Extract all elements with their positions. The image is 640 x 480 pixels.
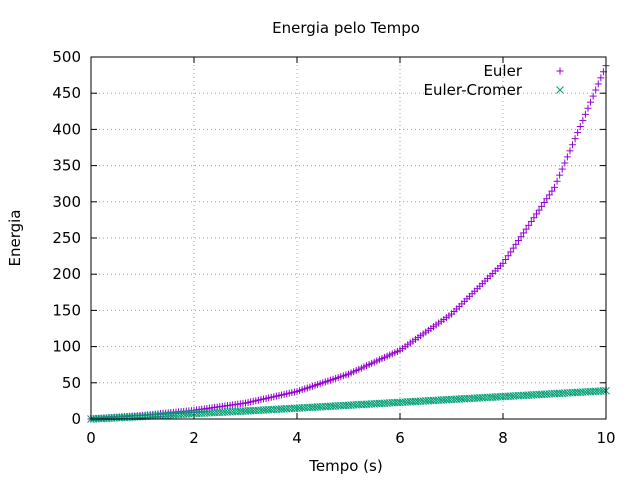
y-tick-label: 350	[52, 157, 81, 175]
data-point-euler	[514, 237, 522, 245]
data-point-euler	[509, 244, 517, 252]
data-point-euler	[525, 221, 533, 229]
data-point-euler	[499, 259, 507, 267]
data-point-euler	[556, 171, 564, 179]
grid-layer	[91, 57, 606, 419]
data-point-euler	[504, 252, 512, 260]
data-point-euler	[543, 195, 551, 203]
data-point-euler	[502, 256, 510, 264]
y-tick-label: 50	[62, 374, 81, 392]
data-point-euler	[566, 147, 574, 155]
legend-marker-symbol	[556, 67, 564, 75]
y-tick-label: 250	[52, 229, 81, 247]
data-point-euler	[592, 86, 600, 94]
points-layer	[87, 62, 610, 423]
data-point-euler	[579, 116, 587, 124]
data-point-euler	[548, 187, 556, 195]
y-tick-label: 0	[71, 410, 81, 428]
tick-layer: 0 50 100 150 200 250 300 350 400 450 500 0 2 4 6 8 10	[52, 48, 615, 447]
data-point-euler	[569, 141, 577, 149]
x-tick-label: 2	[189, 429, 199, 447]
data-point-euler	[597, 74, 605, 82]
data-point-euler	[538, 202, 546, 210]
x-tick-label: 6	[395, 429, 405, 447]
data-point-euler	[594, 80, 602, 88]
data-point-euler	[584, 104, 592, 112]
y-tick-label: 500	[52, 48, 81, 66]
x-tick-label: 4	[292, 429, 302, 447]
data-point-euler	[535, 206, 543, 214]
y-tick-label: 450	[52, 84, 81, 102]
y-tick-label: 300	[52, 193, 81, 211]
x-tick-label: 10	[596, 429, 615, 447]
legend-label-euler: Euler	[483, 62, 522, 80]
data-point-euler	[581, 110, 589, 118]
data-point-euler	[532, 210, 540, 218]
x-axis-label: Tempo (s)	[308, 457, 382, 475]
data-point-euler	[589, 92, 597, 100]
data-point-euler	[517, 233, 525, 241]
y-tick-label: 200	[52, 265, 81, 283]
data-point-euler	[587, 98, 595, 106]
data-point-euler	[558, 165, 566, 173]
data-point-euler	[530, 214, 538, 222]
legend: Euler Euler-Cromer	[424, 62, 564, 99]
data-point-euler	[507, 248, 515, 256]
legend-marker-euler-cromer	[556, 86, 564, 94]
x-tick-label: 0	[86, 429, 96, 447]
data-point-euler	[553, 177, 561, 185]
data-point-euler	[522, 225, 530, 233]
data-point-euler	[551, 183, 558, 191]
data-point-euler	[571, 135, 579, 143]
data-point-euler	[520, 229, 528, 237]
data-point-euler	[527, 218, 535, 226]
legend-marker-euler	[556, 67, 564, 75]
data-point-euler	[512, 240, 520, 248]
y-tick-label: 150	[52, 301, 81, 319]
legend-marker-symbol	[556, 86, 564, 94]
y-axis-label: Energia	[6, 210, 24, 267]
y-tick-label: 100	[52, 338, 81, 356]
data-point-euler	[576, 123, 584, 131]
data-point-euler	[540, 199, 548, 207]
y-tick-label: 400	[52, 120, 81, 138]
chart-title: Energia pelo Tempo	[272, 19, 420, 37]
data-point-euler	[563, 153, 571, 161]
data-point-euler	[574, 129, 582, 137]
legend-label-euler-cromer: Euler-Cromer	[424, 81, 523, 99]
x-tick-label: 8	[498, 429, 508, 447]
plot-frame	[90, 56, 607, 420]
data-point-euler	[561, 159, 569, 167]
data-point-euler	[545, 191, 553, 199]
